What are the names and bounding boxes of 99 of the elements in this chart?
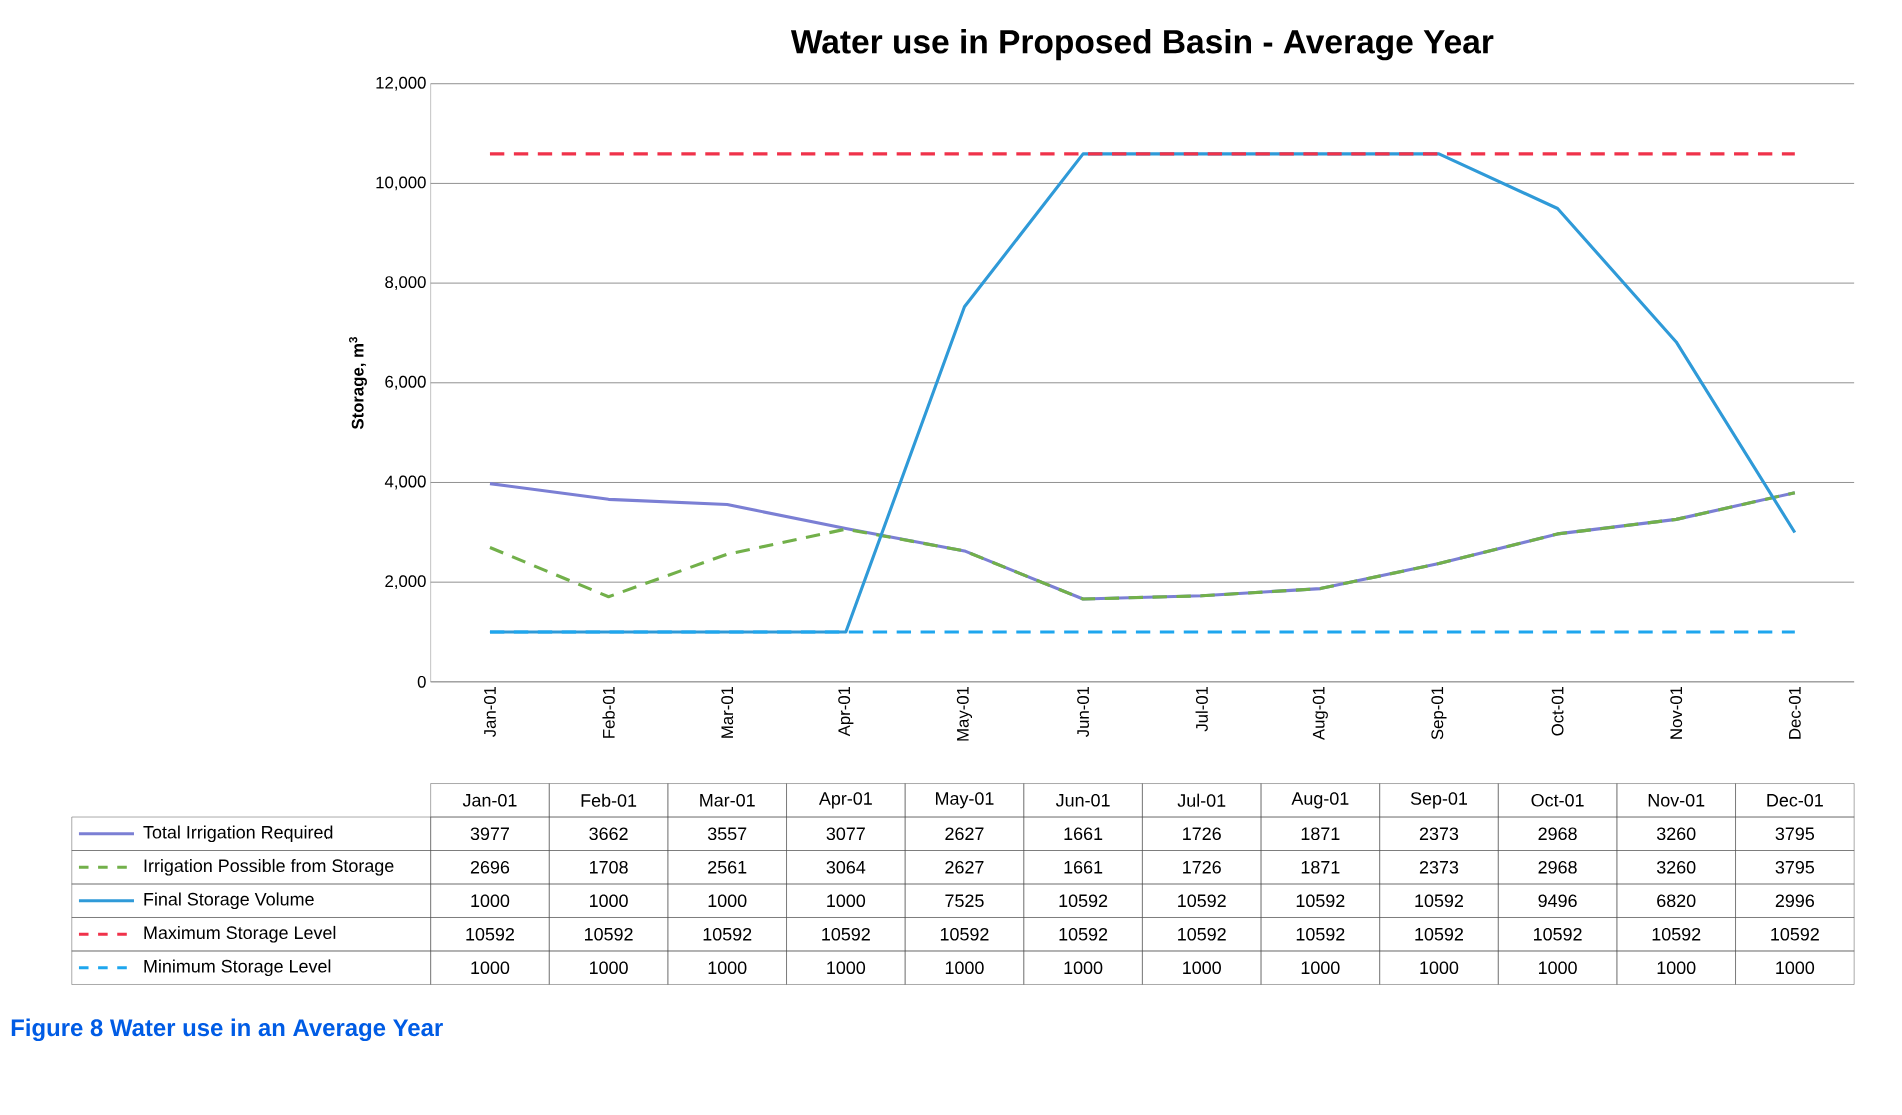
data-label: 1000 — [590, 894, 628, 908]
data-label: 2373 — [1419, 827, 1459, 841]
data-label: 1000 — [827, 894, 866, 908]
data-label: 10592 — [466, 927, 514, 941]
data-label: 10592 — [703, 927, 752, 941]
data-label: 2627 — [945, 860, 984, 874]
x-tick-label: Dec-01 — [1788, 686, 1801, 739]
category-label: Dec-01 — [1767, 793, 1823, 807]
x-tick-label: Mar-01 — [721, 686, 734, 738]
legend-label: Irrigation Possible from Storage — [144, 858, 394, 876]
data-label: 3077 — [826, 827, 865, 841]
legend-label: Total Irrigation Required — [143, 825, 333, 843]
y-tick-label: 12,000 — [376, 76, 426, 91]
category-label: Jul-01 — [1177, 793, 1226, 807]
data-label: 1000 — [590, 961, 628, 975]
x-tick-label: Nov-01 — [1670, 686, 1683, 739]
data-label: 7525 — [945, 894, 984, 908]
data-label: 3977 — [470, 827, 510, 841]
data-label: 3662 — [589, 827, 628, 841]
data-label: 1708 — [590, 860, 628, 874]
data-label: 1661 — [1064, 827, 1103, 841]
x-tick-label: Apr-01 — [838, 686, 854, 737]
data-label: 2561 — [708, 860, 747, 874]
data-label: 1871 — [1301, 860, 1340, 874]
data-label: 1000 — [471, 961, 510, 975]
data-label: 1000 — [708, 961, 747, 975]
data-label: 9496 — [1538, 894, 1577, 908]
data-label: 1726 — [1183, 860, 1221, 874]
category-label: Jun-01 — [1055, 793, 1110, 807]
legend-label: Minimum Storage Level — [144, 959, 331, 977]
data-label: 10592 — [1415, 894, 1464, 908]
caption: Figure 8 Water use in an Average Year — [11, 1018, 443, 1042]
category-label: Oct-01 — [1531, 793, 1584, 807]
data-label: 10592 — [1178, 927, 1226, 941]
data-label: 1000 — [1064, 961, 1103, 975]
data-label: 3795 — [1775, 860, 1815, 874]
x-tick-label: Jun-01 — [1077, 686, 1090, 738]
category-label: Mar-01 — [700, 793, 755, 807]
y-tick-label: 0 — [417, 675, 426, 688]
data-label: 3064 — [826, 860, 866, 874]
x-tick-label: Jul-01 — [1195, 686, 1208, 732]
data-label: 1000 — [945, 961, 984, 975]
y-tick-label: 10,000 — [376, 176, 426, 191]
data-label: 1871 — [1301, 827, 1340, 841]
y-tick-label: 4,000 — [384, 475, 426, 490]
data-label: 2696 — [470, 860, 510, 874]
data-label: 10592 — [1178, 894, 1226, 908]
data-label: 2627 — [945, 827, 984, 841]
data-label: 1726 — [1183, 827, 1221, 841]
data-label: 10592 — [1771, 927, 1819, 941]
data-label: 10592 — [1296, 894, 1345, 908]
data-label: 2968 — [1538, 827, 1577, 841]
y-tick-label: 6,000 — [385, 375, 426, 390]
data-label: 3260 — [1656, 860, 1696, 874]
x-tick-label: Feb-01 — [602, 686, 615, 738]
data-label: 10592 — [1059, 927, 1108, 941]
data-label: 1000 — [1657, 961, 1696, 975]
data-label: 3260 — [1656, 827, 1696, 841]
x-tick-label: Jan-01 — [484, 686, 496, 738]
data-label: 1000 — [1301, 961, 1340, 975]
category-label: Aug-01 — [1291, 792, 1349, 809]
chart-title: Water use in Proposed Basin - Average Year — [790, 29, 1494, 61]
data-label: 10592 — [1415, 927, 1464, 941]
category-label: Sep-01 — [1410, 792, 1468, 809]
y-axis-title: Storage, m$^{3}$ — [349, 337, 367, 430]
y-tick-label: 2,000 — [385, 575, 426, 590]
data-label: 1000 — [471, 894, 510, 908]
category-label: Nov-01 — [1648, 793, 1705, 807]
data-label: 2996 — [1775, 894, 1815, 908]
y-tick-label: 8,000 — [385, 276, 426, 291]
data-label: 1000 — [1776, 961, 1815, 975]
data-label: 10592 — [585, 927, 633, 941]
data-label: 2373 — [1419, 860, 1459, 874]
data-label: 10592 — [822, 927, 870, 941]
data-label: 2968 — [1538, 860, 1577, 874]
x-tick-label: Sep-01 — [1431, 686, 1447, 740]
data-label: 10592 — [1059, 894, 1108, 908]
data-label: 10592 — [940, 927, 989, 941]
data-label: 6820 — [1657, 894, 1696, 908]
data-label: 1000 — [1420, 961, 1459, 975]
category-label: Jan-01 — [462, 793, 517, 807]
data-label: 10592 — [1652, 927, 1701, 941]
data-label: 1000 — [1183, 961, 1221, 975]
data-label: 3795 — [1775, 827, 1815, 841]
data-label: 1000 — [827, 961, 866, 975]
data-label: 3557 — [707, 827, 747, 841]
category-label: Apr-01 — [818, 792, 872, 809]
data-label: 10592 — [1296, 927, 1345, 941]
data-label: 1000 — [1539, 961, 1577, 975]
x-tick-label: Aug-01 — [1312, 686, 1328, 741]
data-label: 1661 — [1064, 860, 1103, 874]
data-label: 1000 — [708, 894, 747, 908]
x-tick-label: Oct-01 — [1551, 686, 1564, 736]
category-label: May-01 — [936, 792, 994, 809]
data-label: 10592 — [1534, 927, 1582, 941]
category-label: Feb-01 — [581, 793, 637, 807]
legend-label: Maximum Storage Level — [144, 925, 336, 943]
x-tick-label: May-01 — [956, 686, 973, 741]
legend-label: Final Storage Volume — [144, 892, 314, 910]
